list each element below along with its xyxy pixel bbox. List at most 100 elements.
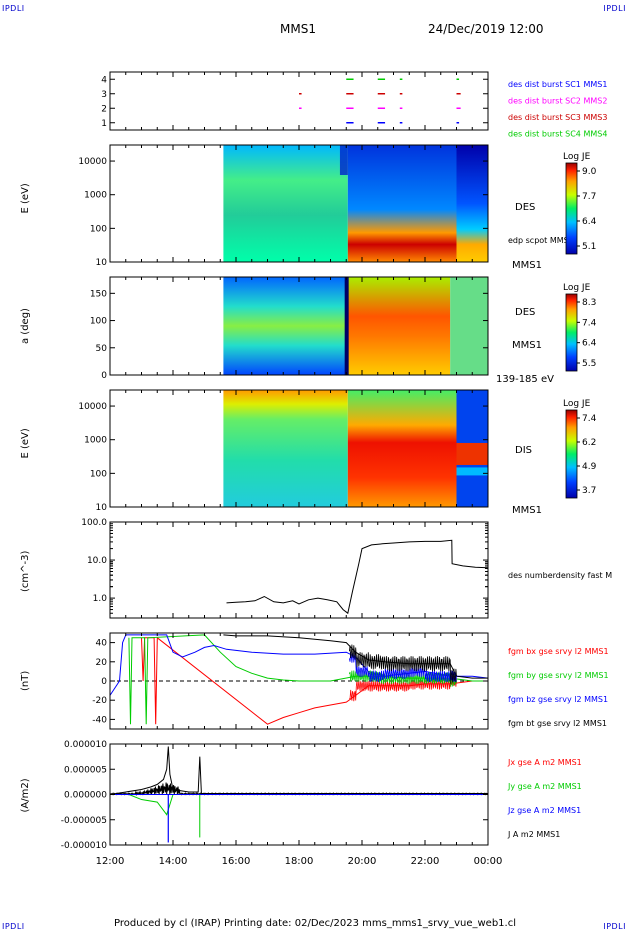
dis-energy-ytick-label: 1000 (84, 436, 107, 446)
bfield-ytick-label: 20 (96, 658, 108, 668)
des-pitch-ylabel: a (deg) (20, 308, 31, 344)
density-legend-label: des numberdensity fast M (508, 571, 612, 580)
current-ylabel: (A/m2) (20, 778, 31, 812)
des-energy-ytick-label: 100 (90, 224, 107, 234)
bfield-ytick-label: -20 (92, 696, 107, 706)
bfield-ylabel: (nT) (20, 671, 31, 691)
bfield-noise-line (349, 651, 457, 683)
density-ytick-label: 100.0 (81, 518, 107, 528)
des-energy-ytick-label: 10 (96, 258, 108, 268)
x-tick-label: 14:00 (159, 856, 188, 867)
burst-legend-label: des dist burst SC2 MMS2 (508, 97, 607, 106)
bfield-noise-line (349, 670, 457, 687)
des-pitch-right-label2: MMS1 (512, 340, 542, 351)
des-pitch-right-label3: 139-185 eV (496, 374, 554, 385)
des-pitch-band (344, 277, 349, 375)
des-pitch-ytick-label: 100 (90, 317, 107, 327)
dis-energy-ytick-label: 10000 (78, 402, 107, 412)
des-pitch-band (450, 277, 488, 375)
des-energy-right-label3: MMS1 (512, 260, 542, 271)
des-pitch-colorbar-label: 8.3 (582, 298, 596, 308)
current-ytick-label: -0.000005 (61, 816, 107, 826)
density-ylabel: (cm^-3) (20, 551, 31, 592)
current-series-line (109, 746, 488, 795)
des-energy-right-label2: edp scpot MMS1 (508, 236, 574, 245)
bfield-noise-line (349, 644, 457, 684)
x-tick-label: 00:00 (474, 856, 503, 867)
dis-energy-band (456, 467, 488, 476)
burst-ytick-label: 4 (101, 75, 107, 85)
des-pitch-colorbar (565, 293, 578, 372)
des-pitch-ytick-label: 0 (101, 371, 107, 381)
des-energy-ylabel: E (eV) (20, 183, 31, 213)
burst-legend-label: des dist burst SC1 MMS1 (508, 80, 607, 89)
burst-ytick-label: 1 (101, 119, 107, 129)
current-ytick-label: 0.000000 (64, 791, 107, 801)
current-series-line (128, 794, 174, 816)
current-legend-label: Jy gse A m2 MMS1 (507, 782, 582, 791)
bfield-ytick-label: 40 (96, 639, 108, 649)
summary-plot: 1 2 3 4 des dist burst SC1 MMS1 des dist burs… (20, 71, 612, 867)
des-pitch-band (223, 277, 347, 375)
page-title: MMS1 (280, 22, 316, 36)
dis-energy-right-label3: MMS1 (512, 505, 542, 516)
dis-energy-colorbar-label: 6.2 (582, 438, 596, 448)
footer-credit: Produced by cl (IRAP) Printing date: 02/… (114, 918, 516, 929)
des-energy-colorbar-title: Log JE (563, 152, 591, 162)
x-tick-label: 18:00 (285, 856, 314, 867)
corner-mark-tr: IPDLI (603, 4, 626, 13)
dis-energy-right-label: DIS (515, 445, 532, 456)
burst-ytick-label: 2 (101, 104, 107, 114)
des-energy-band (456, 145, 488, 262)
des-pitch-ytick-label: 150 (90, 289, 107, 299)
corner-mark-br: IPDLI (603, 922, 626, 931)
x-tick-label: 16:00 (222, 856, 251, 867)
dis-energy-colorbar-title: Log JE (563, 399, 591, 409)
des-pitch-colorbar-label: 5.5 (582, 359, 596, 369)
x-tick-label: 22:00 (411, 856, 440, 867)
density-series-line (226, 539, 489, 615)
des-pitch-right-label: DES (515, 307, 535, 318)
bfield-ytick-label: -40 (92, 715, 107, 725)
des-energy-colorbar (565, 162, 578, 255)
dis-energy-ytick-label: 100 (90, 469, 107, 479)
burst-ytick-label: 3 (101, 90, 107, 100)
current-legend-label: Jx gse A m2 MMS1 (507, 758, 582, 767)
des-pitch-colorbar-title: Log JE (563, 283, 591, 293)
current-legend-label: J A m2 MMS1 (507, 830, 560, 839)
des-pitch-colorbar-label: 6.4 (582, 339, 597, 349)
dis-energy-ylabel: E (eV) (20, 428, 31, 458)
des-energy-ytick-label: 10000 (78, 157, 107, 167)
x-tick-label: 12:00 (96, 856, 125, 867)
dis-energy-band (223, 390, 348, 507)
corner-mark-tl: IPDLI (2, 4, 25, 13)
des-pitch-ytick-label: 50 (96, 344, 108, 354)
des-energy-band (339, 145, 348, 175)
page-datetime: 24/Dec/2019 12:00 (428, 22, 544, 36)
dis-energy-band (456, 442, 488, 465)
des-pitch-colorbar-label: 7.4 (582, 318, 597, 328)
bfield-legend-label: fgm bt gse srvy l2 MMS1 (508, 719, 607, 728)
burst-legend-label: des dist burst SC4 MMS4 (508, 130, 607, 139)
burst-legend-label: des dist burst SC3 MMS3 (508, 113, 607, 122)
current-noise-line (109, 782, 489, 797)
current-ytick-label: 0.000010 (64, 740, 107, 750)
dis-energy-colorbar-label: 4.9 (582, 462, 597, 472)
current-legend-label: Jz gse A m2 MMS1 (507, 806, 581, 815)
des-energy-colorbar-label: 5.1 (582, 242, 596, 252)
bfield-ytick-label: 0 (101, 677, 107, 687)
bfield-legend-label: fgm bz gse srvy l2 MMS1 (508, 695, 608, 704)
bfield-legend-label: fgm bx gse srvy l2 MMS1 (508, 647, 609, 656)
des-energy-band (347, 145, 457, 262)
dis-energy-ytick-label: 10 (96, 503, 108, 513)
bfield-legend-label: fgm by gse srvy l2 MMS1 (508, 671, 609, 680)
des-energy-colorbar-label: 7.7 (582, 192, 596, 202)
x-tick-label: 20:00 (348, 856, 377, 867)
dis-energy-colorbar (565, 409, 578, 499)
current-ytick-label: -0.000010 (61, 841, 107, 851)
density-ytick-label: 10.0 (87, 556, 107, 566)
des-energy-colorbar-label: 9.0 (582, 167, 597, 177)
des-energy-band (223, 145, 348, 262)
corner-mark-bl: IPDLI (2, 922, 25, 931)
current-ytick-label: 0.000005 (64, 765, 107, 775)
